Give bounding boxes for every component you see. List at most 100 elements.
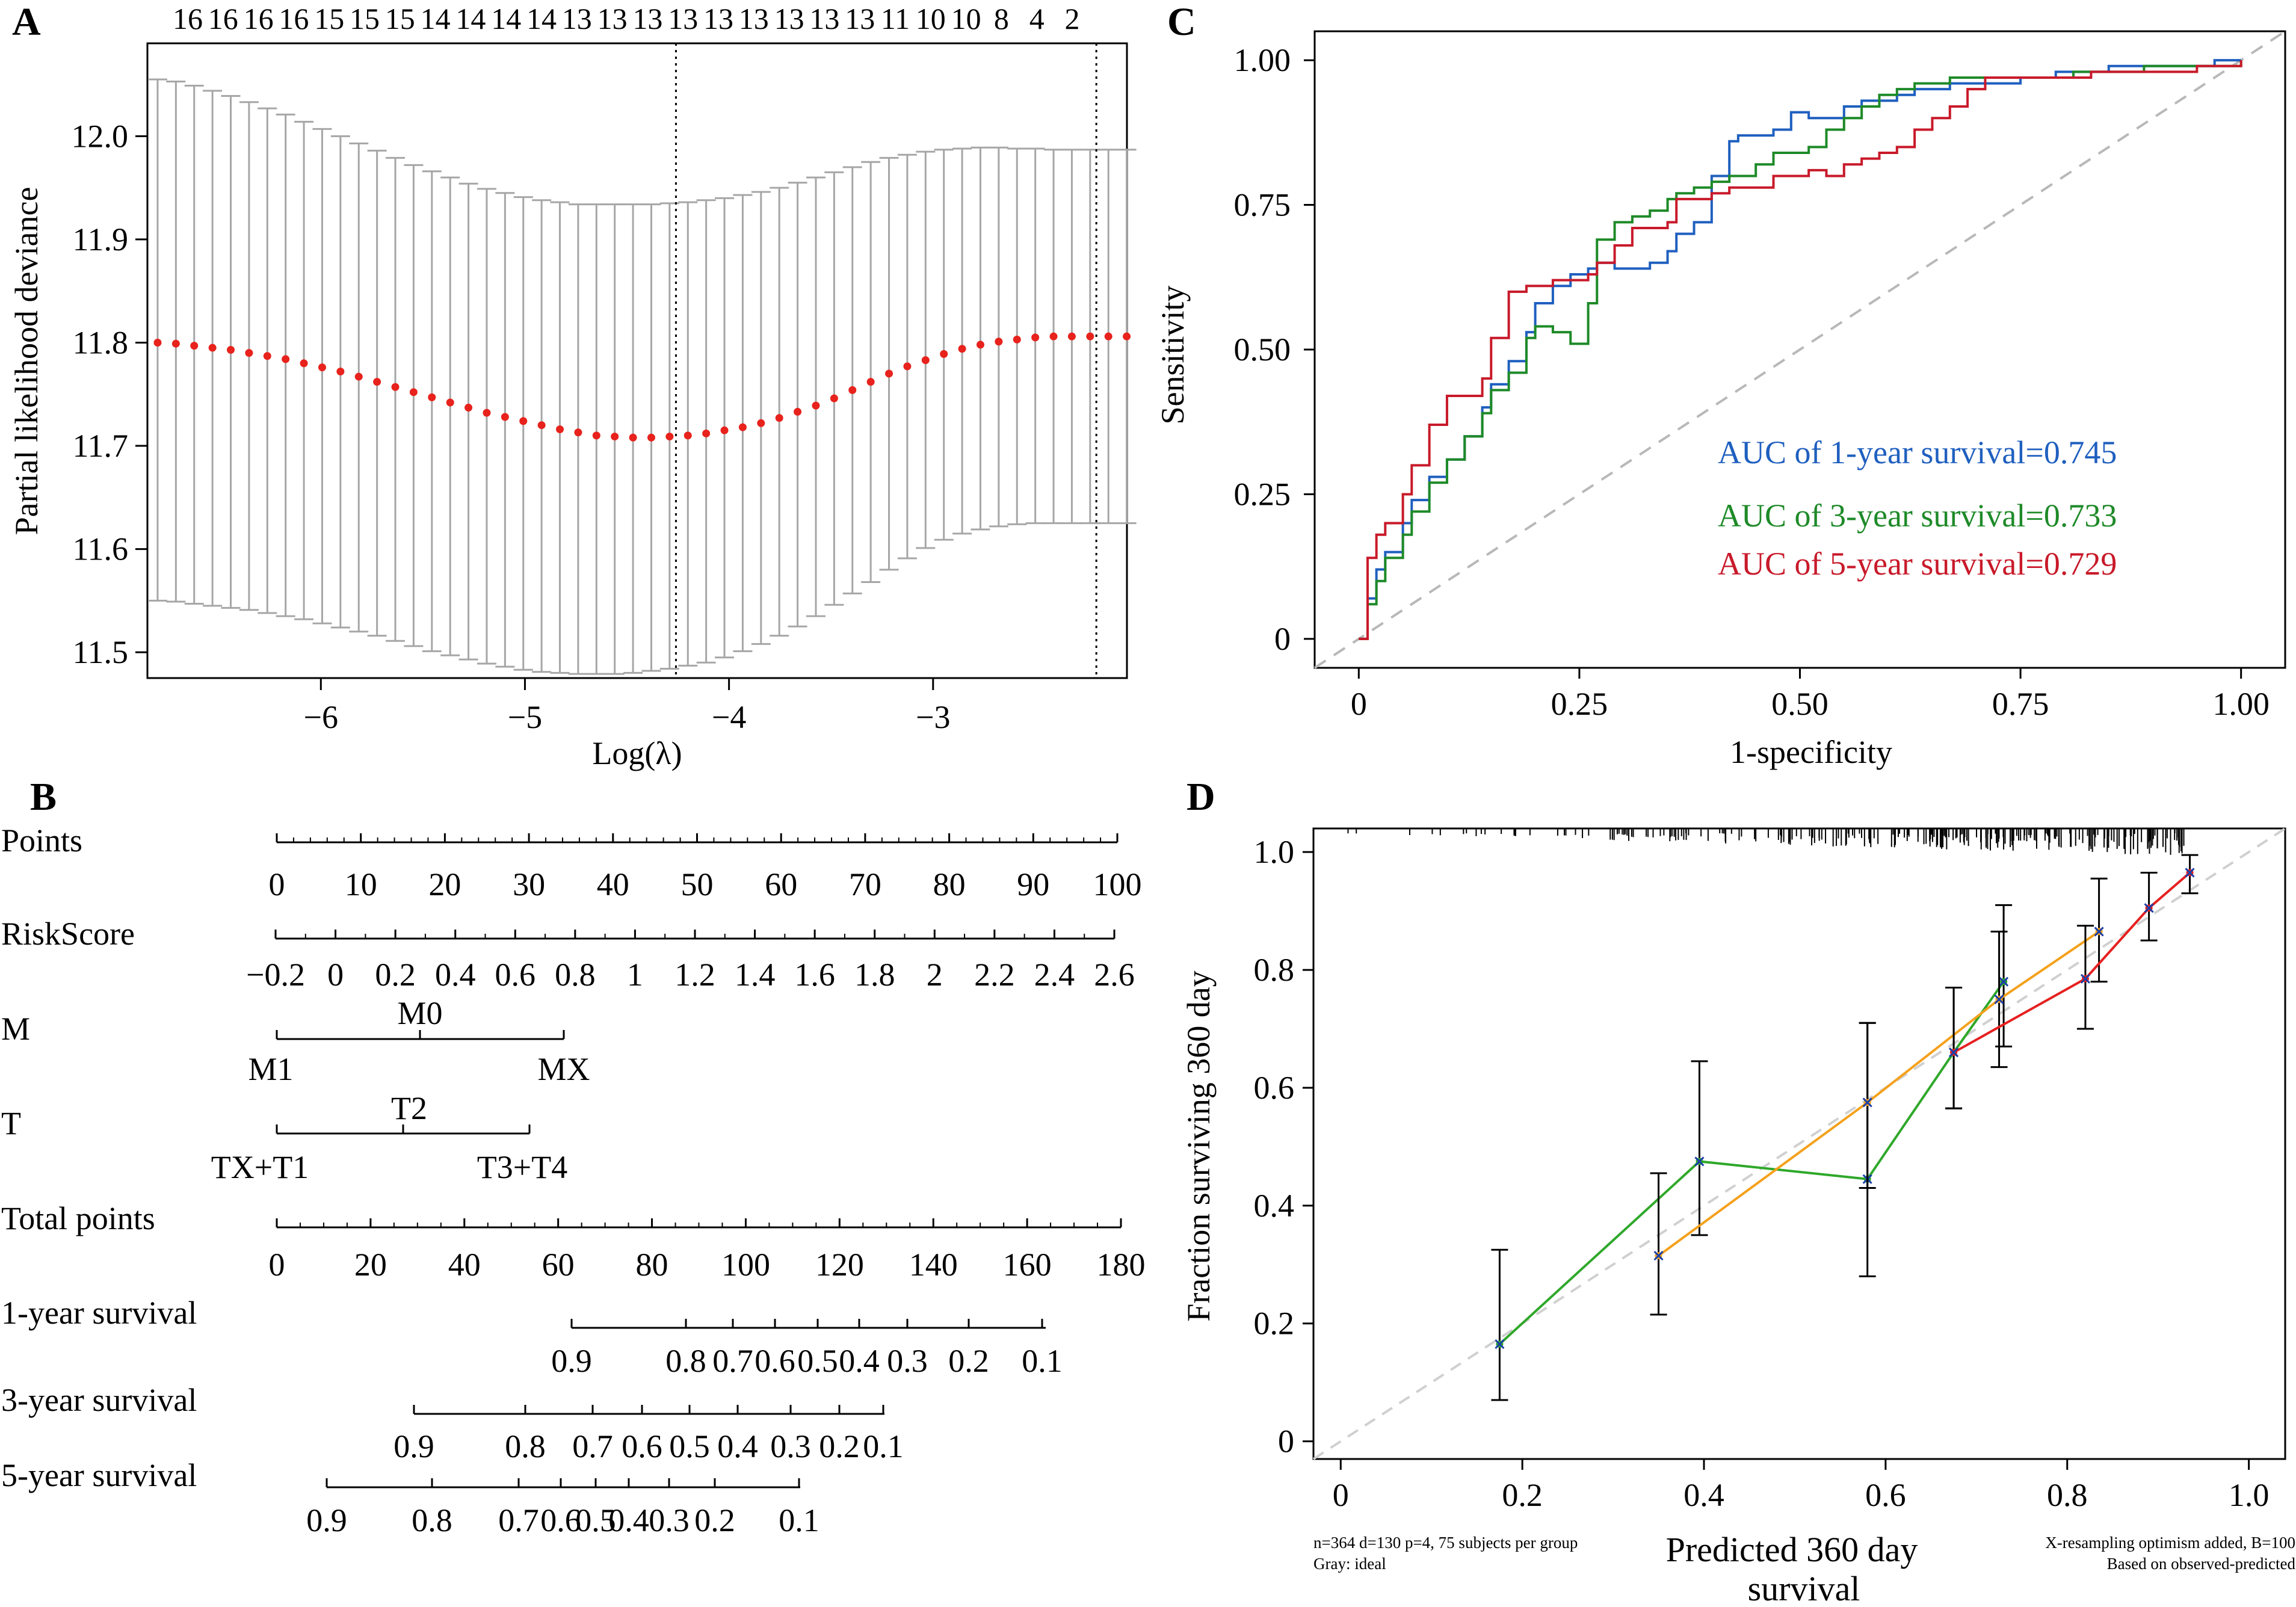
- calibration-marker-x: [2185, 868, 2195, 878]
- nomogram-tick-label: 0.7: [572, 1428, 613, 1464]
- panel-letter-c: C: [1167, 0, 1196, 44]
- y-tick-label: 0: [1278, 1423, 1294, 1460]
- mean-point: [153, 338, 162, 347]
- mean-point: [245, 349, 253, 357]
- top-count-label: 16: [208, 2, 238, 35]
- x-tick-label: 0.25: [1551, 686, 1608, 722]
- nomogram-tick-label: 0.1: [1022, 1343, 1063, 1379]
- top-count-label: 16: [279, 2, 309, 35]
- nomogram-tick-label: 20: [354, 1247, 387, 1283]
- nomogram-tick-label: 0.4: [839, 1343, 880, 1379]
- top-count-label: 11: [881, 2, 910, 35]
- x-tick-label: 0.6: [1865, 1477, 1906, 1513]
- x-tick-label: −5: [508, 699, 542, 735]
- nomogram-tick-label: 0.9: [551, 1343, 592, 1379]
- top-count-label: 15: [314, 2, 344, 35]
- mean-point: [1123, 332, 1131, 341]
- top-count-label: 16: [173, 2, 203, 35]
- mean-point: [866, 378, 875, 386]
- panel-a-mean-points: [153, 332, 1131, 442]
- mean-point: [794, 407, 802, 416]
- panel-a-y-axis: 11.5 11.6 11.7 11.8 11.9 12.0: [72, 118, 147, 670]
- x-tick-label: 0.50: [1771, 686, 1828, 722]
- mean-point: [720, 426, 729, 434]
- nomogram-tick-label: 100: [721, 1247, 770, 1283]
- panel-c-auc-3-year: AUC of 3-year survival=0.733: [1718, 498, 2117, 534]
- nomogram-t-label-t3-t4: T3+T4: [477, 1149, 567, 1185]
- nomogram-row-label: 3-year survival: [1, 1382, 197, 1418]
- panel-b-nomogram: Points RiskScore M T Total points 1-year surv…: [1, 822, 1146, 1538]
- panel-c-x-axis: 0 0.25 0.50 0.75 1.00: [1351, 668, 2270, 722]
- panel-d-x-axis: 0 0.2 0.4 0.6 0.8 1.0: [1333, 1459, 2269, 1513]
- nomogram-tick-label: 80: [636, 1247, 668, 1283]
- mean-point: [574, 428, 582, 437]
- top-count-label: 15: [350, 2, 380, 35]
- nomogram-tick-label: 0.9: [306, 1502, 347, 1538]
- mean-point: [775, 414, 783, 422]
- mean-point: [446, 398, 454, 407]
- mean-point: [885, 369, 893, 378]
- mean-point: [940, 350, 948, 358]
- mean-point: [208, 344, 217, 352]
- nomogram-tick-label: 10: [345, 866, 377, 902]
- mean-point: [391, 383, 400, 391]
- x-tick-label: 0.4: [1683, 1477, 1724, 1513]
- panel-d-footnote-left-1: n=364 d=130 p=4, 75 subjects per group: [1313, 1534, 1578, 1552]
- nomogram-tick-label: 70: [849, 866, 881, 902]
- y-tick-label: 0.25: [1234, 476, 1291, 512]
- nomogram-tick-label: 0.8: [555, 957, 596, 993]
- mean-point: [684, 431, 692, 440]
- top-count-label: 10: [916, 2, 946, 35]
- x-tick-label: 0.2: [1502, 1477, 1543, 1513]
- nomogram-tick-label: 0.1: [779, 1502, 819, 1538]
- nomogram-tick-label: 0: [327, 957, 344, 993]
- mean-point: [1067, 332, 1076, 341]
- nomogram-row-label: 1-year survival: [1, 1295, 197, 1331]
- panel-a-lasso-plot: −6 −5 −4 −3 11.511.611.711.811.912.0 16 16 16…: [8, 2, 1137, 771]
- nomogram-tick-label: 0: [269, 1247, 285, 1283]
- nomogram-tick-label: 0.8: [505, 1428, 546, 1464]
- top-count-label: 13: [597, 2, 628, 35]
- mean-point: [190, 342, 199, 350]
- nomogram-tick-label: 180: [1097, 1247, 1146, 1283]
- nomogram-row-label: T: [1, 1105, 21, 1141]
- panel-c-roc-plot: 0 0.25 0.50 0.75 1.00 0 0.25 0.50 0.75 1.00 AUC …: [1155, 30, 2286, 770]
- mean-point: [519, 417, 528, 425]
- panel-c-roc-curves: [1359, 59, 2242, 640]
- nomogram-tick-label: 2.4: [1034, 957, 1075, 993]
- x-tick-label: −6: [304, 699, 338, 735]
- nomogram-tick-label: 0.6: [495, 957, 536, 993]
- nomogram-tick-label: 0.5: [575, 1502, 616, 1538]
- x-tick-label: 0.8: [2047, 1477, 2088, 1513]
- calibration-marker-x: [2080, 973, 2091, 984]
- panel-d-footnote-left-2: Gray: ideal: [1313, 1555, 1386, 1573]
- nomogram-tick-label: 120: [815, 1247, 864, 1283]
- y-tick-label: 0: [1274, 621, 1291, 657]
- nomogram-row-label: M: [1, 1011, 30, 1047]
- nomogram-tick-label: 0.2: [819, 1428, 860, 1464]
- nomogram-tick-label: 2.2: [974, 957, 1015, 993]
- top-count-label: 13: [809, 2, 839, 35]
- mean-point: [263, 352, 271, 360]
- calibration-marker-x: [2144, 903, 2154, 913]
- y-tick-label: 11.8: [73, 324, 129, 360]
- mean-point: [464, 404, 473, 412]
- mean-point: [1031, 333, 1040, 342]
- x-tick-label: −3: [916, 699, 950, 735]
- top-count-label: 13: [703, 2, 733, 35]
- y-tick-label: 0.4: [1254, 1188, 1295, 1224]
- nomogram-row-label: 5-year survival: [1, 1457, 197, 1493]
- panel-d-ideal-line: [1312, 827, 2286, 1460]
- mean-point: [702, 429, 711, 437]
- nomogram-tick-label: 0.5: [797, 1343, 838, 1379]
- top-count-label: 13: [739, 2, 769, 35]
- top-count-label: 2: [1065, 2, 1080, 35]
- nomogram-tick-label: 160: [1003, 1247, 1052, 1283]
- mean-point: [1013, 335, 1021, 344]
- nomogram-tick-label: 0.4: [435, 957, 476, 993]
- panel-a-y-label: Partial likelihood deviance: [8, 187, 45, 535]
- nomogram-tick-label: 0.6: [622, 1428, 662, 1464]
- nomogram-tick-label: 40: [597, 866, 629, 902]
- mean-point: [483, 409, 491, 417]
